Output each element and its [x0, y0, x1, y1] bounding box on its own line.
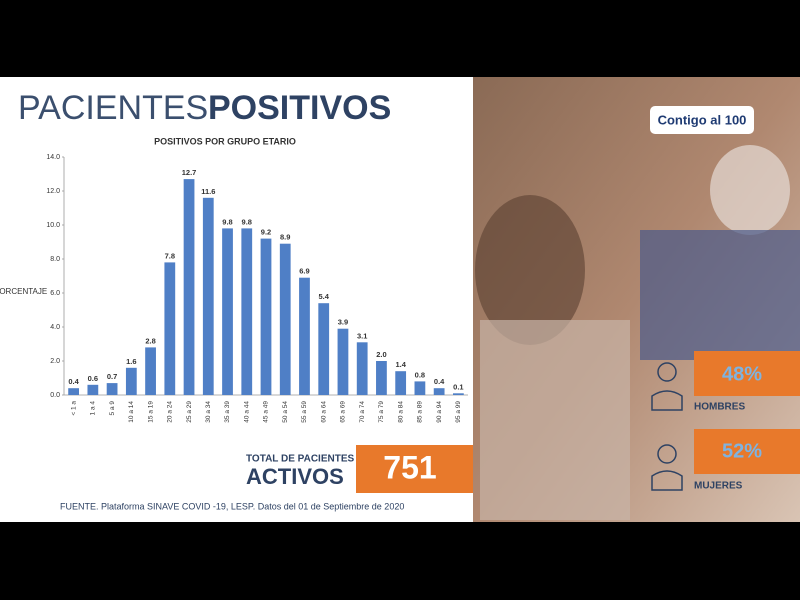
value-label: 12.7 — [182, 168, 197, 177]
bar — [279, 243, 291, 395]
y-axis-label: PORCENTAJE — [0, 287, 47, 296]
x-tick-label: 5 a 9 — [109, 401, 116, 416]
total-title: ACTIVOS — [246, 464, 344, 489]
women-icon — [651, 444, 683, 491]
bar — [337, 328, 349, 395]
women-value: 52% — [722, 440, 762, 462]
value-label: 5.4 — [318, 292, 329, 301]
bar — [260, 238, 272, 395]
bar — [125, 367, 137, 395]
bar — [87, 384, 99, 395]
x-tick-label: 55 a 59 — [301, 401, 308, 423]
total-label: TOTAL DE PACIENTES — [246, 454, 354, 465]
y-tick-label: 12.0 — [46, 188, 60, 195]
x-tick-label: 45 a 49 — [263, 401, 270, 423]
photo-patient — [475, 195, 585, 345]
men-label: HOMBRES — [694, 402, 745, 413]
y-tick-label: 4.0 — [50, 324, 60, 331]
chart-title: POSITIVOS POR GRUPO ETARIO — [154, 136, 296, 146]
bar — [202, 197, 214, 395]
x-tick-label: < 1 a — [70, 401, 77, 416]
y-tick-label: 8.0 — [50, 256, 60, 263]
x-tick-label: 25 a 29 — [186, 401, 193, 423]
x-tick-label: 50 a 54 — [282, 401, 289, 423]
bar — [164, 262, 176, 395]
value-label: 1.6 — [126, 357, 136, 366]
photo-shirt — [480, 320, 630, 520]
y-tick-label: 2.0 — [50, 358, 60, 365]
photo-gown — [640, 230, 800, 360]
bar — [183, 179, 195, 395]
x-tick-label: 80 a 84 — [397, 401, 404, 423]
value-label: 9.2 — [261, 228, 271, 237]
y-tick-label: 14.0 — [46, 154, 60, 161]
value-label: 0.4 — [434, 377, 445, 386]
y-tick-label: 6.0 — [50, 290, 60, 297]
x-tick-label: 1 a 4 — [90, 401, 97, 416]
bar — [106, 383, 118, 395]
total-box — [356, 445, 473, 493]
x-tick-label: 20 a 24 — [167, 401, 174, 423]
value-label: 6.9 — [299, 267, 309, 276]
y-tick-label: 10.0 — [46, 222, 60, 229]
bar — [395, 371, 407, 395]
x-tick-label: 85 a 89 — [417, 401, 424, 423]
value-label: 2.8 — [145, 336, 155, 345]
value-label: 3.1 — [357, 331, 367, 340]
logo-box — [650, 106, 754, 134]
total-value: 751 — [383, 449, 436, 485]
men-value: 48% — [722, 363, 762, 385]
value-label: 0.6 — [88, 374, 98, 383]
value-label: 0.7 — [107, 372, 117, 381]
x-tick-label: 90 a 94 — [436, 401, 443, 423]
bar — [356, 342, 368, 395]
x-tick-label: 30 a 34 — [205, 401, 212, 423]
photo-doctor — [710, 145, 790, 235]
value-label: 3.9 — [338, 318, 348, 327]
women-box — [694, 429, 800, 474]
value-label: 7.8 — [165, 251, 175, 260]
bar — [68, 388, 80, 395]
x-tick-label: 15 a 19 — [147, 401, 154, 423]
bar — [414, 381, 426, 395]
women-label: MUJERES — [694, 481, 743, 492]
bar — [318, 303, 330, 395]
value-label: 0.4 — [68, 377, 79, 386]
bar — [433, 388, 445, 395]
value-label: 11.6 — [201, 187, 215, 196]
title-light: PACIENTES — [18, 89, 208, 127]
bar — [299, 277, 310, 395]
value-label: 1.4 — [395, 360, 406, 369]
value-label: 2.0 — [376, 350, 386, 359]
value-label: 9.8 — [242, 217, 252, 226]
value-label: 0.1 — [453, 382, 463, 391]
men-icon — [651, 362, 683, 411]
x-tick-label: 75 a 79 — [378, 401, 385, 423]
logo: Contigo al 100 — [658, 112, 747, 127]
y-tick-label: 0.0 — [50, 392, 60, 399]
value-label: 9.8 — [222, 217, 232, 226]
bar — [452, 393, 464, 395]
bar — [241, 228, 253, 395]
x-tick-label: 95 a 99 — [455, 401, 462, 423]
x-tick-label: 60 a 64 — [320, 401, 327, 423]
x-tick-label: 10 a 14 — [128, 401, 135, 423]
x-tick-label: 70 a 74 — [359, 401, 366, 423]
bar — [145, 347, 156, 395]
x-tick-label: 35 a 39 — [224, 401, 231, 423]
bar — [222, 228, 233, 395]
title-bold: POSITIVOS — [208, 89, 391, 127]
source: FUENTE. Plataforma SINAVE COVID -19, LES… — [60, 501, 404, 511]
value-label: 0.8 — [415, 370, 425, 379]
bar — [376, 361, 387, 395]
x-tick-label: 65 a 69 — [340, 401, 347, 423]
men-box — [694, 351, 800, 396]
x-tick-label: 40 a 44 — [243, 401, 250, 423]
value-label: 8.9 — [280, 233, 290, 242]
